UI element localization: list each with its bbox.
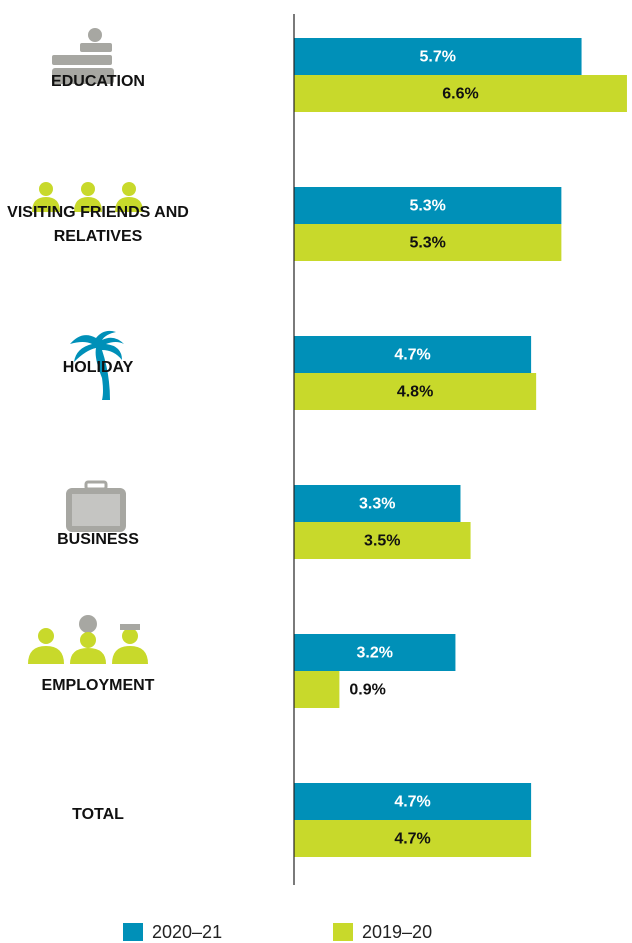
value-label: 5.7%	[420, 49, 456, 66]
value-label: 4.8%	[397, 384, 433, 401]
value-label: 5.3%	[409, 235, 445, 252]
value-label: 3.5%	[364, 533, 400, 550]
bar	[294, 783, 532, 820]
value-label: 4.7%	[394, 347, 430, 364]
holiday-icon	[70, 330, 124, 400]
bar	[294, 336, 532, 373]
bar	[294, 187, 562, 224]
legend-label: 2019–20	[362, 922, 432, 942]
value-label: 3.2%	[356, 645, 392, 662]
value-label: 3.3%	[359, 496, 395, 513]
value-label: 4.7%	[394, 831, 430, 848]
bar	[294, 75, 627, 112]
value-label: 4.7%	[394, 794, 430, 811]
value-label: 6.6%	[442, 86, 478, 103]
education-icon	[52, 28, 114, 84]
bar	[294, 224, 562, 261]
bar	[294, 485, 461, 522]
category-label: HOLIDAY	[62, 359, 134, 376]
bar	[294, 38, 582, 75]
category-label: TOTAL	[72, 806, 124, 823]
legend-swatch	[333, 923, 353, 941]
category-label: BUSINESS	[57, 531, 139, 548]
category-label: VISITING FRIENDS AND RELATIVES	[7, 204, 189, 245]
value-label: 0.9%	[349, 682, 385, 699]
bar	[294, 820, 532, 857]
business-icon	[66, 480, 126, 532]
legend-swatch	[123, 923, 143, 941]
bar	[294, 634, 456, 671]
bar	[294, 522, 471, 559]
bar	[294, 373, 537, 410]
legend-label: 2020–21	[152, 922, 222, 942]
category-label: EDUCATION	[51, 73, 145, 90]
employment-icon	[28, 615, 148, 664]
friends-icon	[32, 182, 143, 212]
category-label: EMPLOYMENT	[41, 677, 155, 694]
bar	[294, 671, 340, 708]
value-label: 5.3%	[409, 198, 445, 215]
